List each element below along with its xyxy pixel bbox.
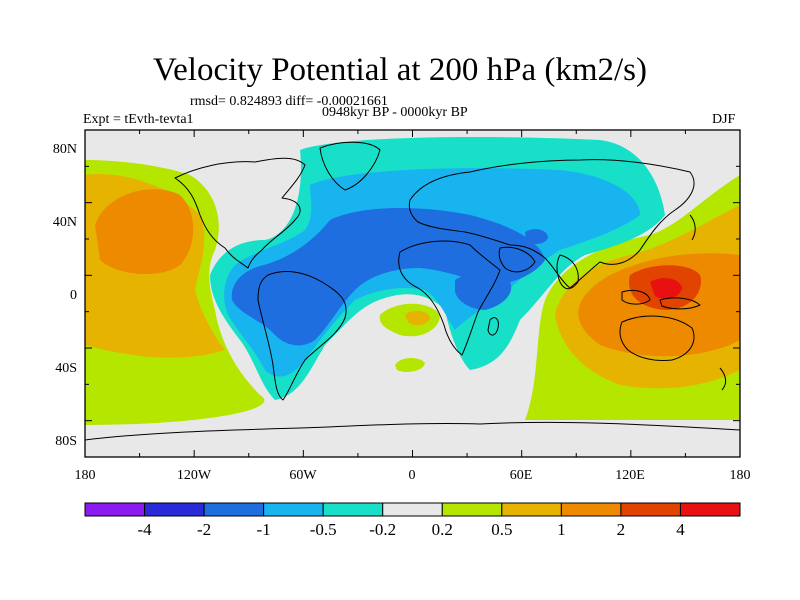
x-tick-label: 180: [74, 468, 96, 483]
colorbar-swatch: [263, 502, 324, 517]
colorbar-label: 0.2: [431, 520, 453, 539]
x-tick-label: 60W: [289, 468, 317, 483]
coastline-new-zealand: [719, 367, 727, 391]
x-tick-label: 0: [408, 468, 416, 483]
colorbar-label: 1: [557, 520, 566, 539]
field-neg3: [231, 208, 545, 346]
colorbar-label: -4: [137, 520, 152, 539]
coastline-madagascar: [487, 317, 499, 336]
coastline-north-america: [174, 157, 306, 269]
colorbar-swatch: [84, 502, 146, 517]
y-tick-label: 40S: [55, 361, 77, 376]
colorbar-label: 2: [616, 520, 626, 539]
plot-title: Velocity Potential at 200 hPa (km2/s): [152, 52, 648, 88]
coastline-india: [556, 254, 579, 290]
colorbar-label: 0.5: [491, 520, 513, 539]
x-tick-label: 60E: [509, 468, 533, 483]
coastline-south-america: [257, 271, 347, 401]
y-tick-label: 80S: [55, 434, 77, 449]
colorbar-label: -2: [196, 520, 212, 539]
coastline-borneo: [621, 289, 651, 305]
y-tick-label: 0: [70, 288, 77, 303]
field-neg3-arabia: [525, 229, 548, 244]
x-tick-label: 180: [729, 468, 751, 483]
y-tick-label: 40N: [52, 215, 77, 230]
colorbar-swatch: [203, 502, 265, 517]
coastlines: [85, 141, 740, 441]
experiment-label: Expt = tEvth-tevta1: [83, 112, 194, 127]
colorbar-swatch: [560, 502, 622, 517]
period-label: 0948kyr BP - 0000kyr BP: [322, 105, 468, 120]
coastline-arabia: [498, 246, 536, 273]
colorbar-swatch: [144, 502, 205, 517]
colorbar-label: -0.2: [369, 520, 397, 539]
coastline-new-guinea: [659, 297, 701, 310]
coastline-africa: [398, 240, 501, 356]
field-atlantic-blob-pos2: [405, 310, 430, 326]
colorbar-label: 4: [676, 520, 685, 539]
field-southatlantic-blob-pos1: [395, 357, 425, 372]
colorbar-swatch: [501, 502, 562, 517]
colorbar-swatch: [441, 502, 503, 517]
field-pacific-pos3: [95, 189, 194, 275]
field-neg3-westafrica: [455, 273, 512, 310]
colorbar-label: -1: [256, 520, 271, 539]
axis-ticks: [84, 129, 741, 458]
stats-label: rmsd= 0.824893 diff= -0.00021661: [190, 94, 388, 109]
coastline-antarctica: [85, 421, 740, 441]
coastline-eurasia: [408, 159, 695, 289]
colorbar-swatch: [679, 502, 741, 517]
x-tick-label: 120W: [176, 468, 212, 483]
colorbar-swatch: [382, 502, 443, 517]
colorbar-swatch: [620, 502, 681, 517]
colorbar-label: -0.5: [309, 520, 337, 539]
colorbar: [84, 502, 741, 517]
field-westpac-pos5: [650, 278, 682, 299]
colorbar-swatch: [322, 502, 384, 517]
coastline-australia: [619, 315, 695, 361]
y-tick-label: 80N: [52, 142, 77, 157]
map-field: [85, 130, 740, 457]
season-label: DJF: [712, 112, 736, 127]
x-tick-label: 120E: [615, 468, 645, 483]
coastline-greenland: [319, 141, 381, 191]
coastline-japan: [689, 214, 696, 241]
